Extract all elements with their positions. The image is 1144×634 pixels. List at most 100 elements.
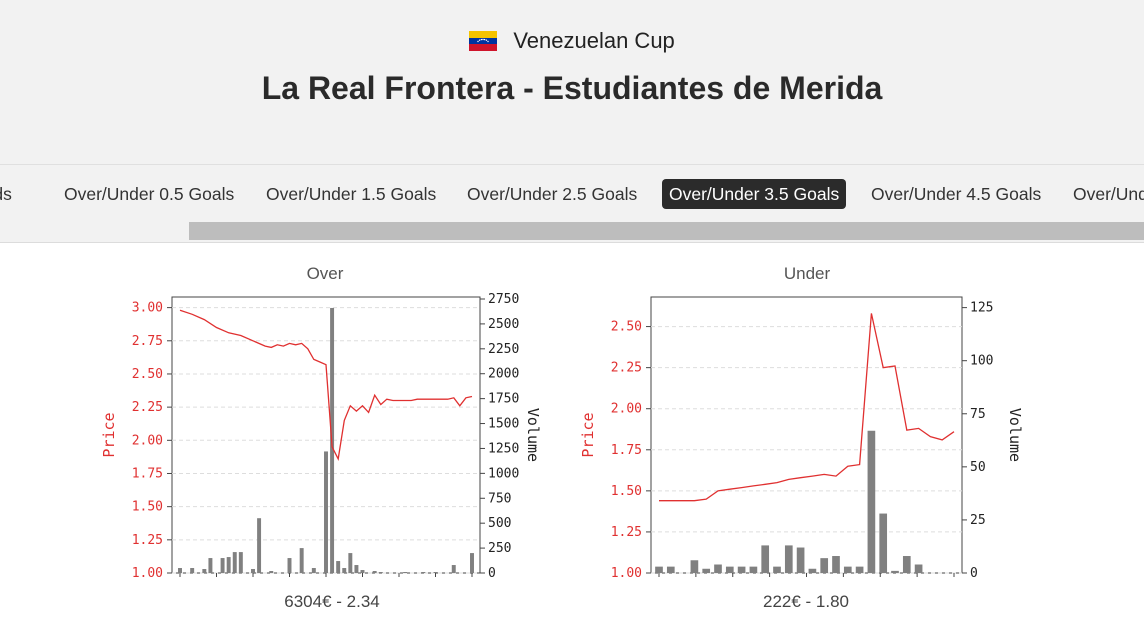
under-y2-tick-label: 125 — [970, 301, 993, 316]
over-volume-bar — [378, 572, 383, 573]
under-volume-bar — [666, 566, 675, 573]
over-y-tick-label: 2.50 — [132, 367, 163, 382]
match-header: Venezuelan Cup La Real Frontera - Estudi… — [0, 0, 1144, 164]
over-volume-bar — [336, 561, 341, 573]
over-volume-bar — [342, 568, 347, 573]
over-y2-tick-label: 0 — [488, 566, 496, 581]
competition-name: Venezuelan Cup — [513, 28, 675, 53]
tab-odds[interactable]: Odds — [0, 184, 12, 204]
under-y-tick-label: 1.50 — [611, 484, 642, 499]
over-volume-bar — [451, 565, 456, 573]
under-y-tick-label: 2.00 — [611, 402, 642, 417]
under-volume-bar — [702, 568, 711, 573]
under-volume-bar — [784, 545, 793, 573]
over-volume-bar — [348, 553, 353, 573]
over-y2-tick-label: 1250 — [488, 441, 519, 456]
market-tabs: Odds Over/Under 0.5 Goals Over/Under 1.5… — [0, 164, 1144, 223]
venezuela-flag-icon — [469, 31, 498, 51]
tab-over-under-0-5[interactable]: Over/Under 0.5 Goals — [64, 184, 235, 204]
over-volume-bar — [202, 569, 207, 573]
over-chart-caption: 6304€ - 2.34 — [284, 592, 380, 611]
over-volume-bar — [190, 568, 195, 573]
over-y-tick-label: 3.00 — [132, 301, 163, 316]
tab-over-under-1-5[interactable]: Over/Under 1.5 Goals — [266, 184, 437, 204]
under-y2-tick-label: 0 — [970, 566, 978, 581]
under-y2-axis-label: Volume — [1006, 408, 1024, 462]
tab-over-under-3-5[interactable]: Over/Under 3.5 Goals — [662, 179, 847, 209]
over-y-tick-label: 1.75 — [132, 466, 163, 481]
under-volume-bar — [820, 558, 829, 573]
competition-line: Venezuelan Cup — [0, 28, 1144, 54]
tabs-scrollbar[interactable] — [0, 222, 1144, 243]
under-volume-bar — [843, 566, 852, 573]
tabs-scrollbar-thumb[interactable] — [189, 222, 1144, 240]
over-volume-bar — [287, 558, 292, 573]
match-title: La Real Frontera - Estudiantes de Merida — [261, 70, 883, 106]
under-y2-tick-label: 75 — [970, 407, 986, 422]
over-volume-bar — [470, 553, 474, 573]
over-volume-bar — [421, 572, 426, 573]
under-volume-bar — [796, 547, 805, 573]
under-volume-bar — [725, 566, 734, 573]
under-y2-tick-label: 25 — [970, 513, 986, 528]
over-volume-bar — [299, 548, 304, 573]
over-y2-axis-label: Volume — [524, 408, 542, 462]
over-volume-bar — [257, 518, 262, 573]
over-y2-tick-label: 1750 — [488, 392, 519, 407]
under-volume-bar — [714, 564, 722, 573]
over-chart-title: Over — [306, 264, 344, 283]
under-volume-bar — [867, 430, 876, 573]
over-y-axis-label: Price — [100, 412, 118, 457]
over-volume-bar — [354, 565, 359, 573]
over-volume-bar — [238, 552, 243, 573]
under-volume-bar — [914, 564, 923, 573]
under-volume-bar — [749, 566, 758, 573]
tab-over-under-4-5[interactable]: Over/Under 4.5 Goals — [871, 184, 1042, 204]
under-volume-bar — [655, 566, 663, 573]
under-volume-bar — [808, 568, 817, 573]
under-y-tick-label: 2.50 — [611, 320, 642, 335]
tab-over-under-2-5[interactable]: Over/Under 2.5 Goals — [467, 184, 638, 204]
over-y2-tick-label: 500 — [488, 516, 511, 531]
over-y2-tick-label: 750 — [488, 491, 511, 506]
under-volume-bar — [773, 566, 781, 573]
under-chart-title: Under — [783, 264, 831, 283]
under-y-tick-label: 1.25 — [611, 525, 642, 540]
under-volume-bar — [761, 545, 770, 573]
over-y-tick-label: 2.00 — [132, 433, 163, 448]
over-y2-tick-label: 2250 — [488, 342, 519, 357]
under-volume-bar — [891, 570, 899, 573]
over-y2-tick-label: 250 — [488, 541, 511, 556]
over-volume-bar — [178, 568, 182, 573]
under-price-line — [659, 313, 955, 502]
over-y-tick-label: 1.25 — [132, 533, 163, 548]
under-chart-caption: 222€ - 1.80 — [762, 592, 849, 611]
under-volume-bar — [832, 556, 840, 573]
over-y2-tick-label: 2000 — [488, 367, 519, 382]
over-y-tick-label: 1.50 — [132, 500, 163, 515]
over-volume-bar — [324, 451, 328, 573]
over-volume-bar — [269, 571, 274, 573]
over-volume-bar — [433, 572, 438, 573]
over-volume-bar — [403, 572, 408, 573]
tab-over-under-5-5[interactable]: Over/Under 5.5 Goals — [1073, 184, 1144, 204]
over-price-line — [179, 309, 473, 461]
over-volume-bar — [226, 557, 231, 573]
over-volume-bar — [208, 558, 213, 573]
under-volume-bar — [855, 566, 864, 573]
over-volume-bar — [360, 570, 365, 573]
over-y-tick-label: 1.00 — [132, 566, 163, 581]
over-y2-tick-label: 1000 — [488, 466, 519, 481]
over-volume-bar — [220, 558, 225, 573]
over-y2-tick-label: 1500 — [488, 417, 519, 432]
over-y2-tick-label: 2750 — [488, 292, 519, 307]
under-volume-bar — [879, 513, 888, 573]
over-y2-tick-label: 2500 — [488, 317, 519, 332]
under-volume-bar — [737, 566, 746, 573]
under-y2-tick-label: 50 — [970, 460, 986, 475]
over-y-tick-label: 2.75 — [132, 334, 163, 349]
over-volume-bar — [232, 552, 237, 573]
over-y-tick-label: 2.25 — [132, 400, 163, 415]
